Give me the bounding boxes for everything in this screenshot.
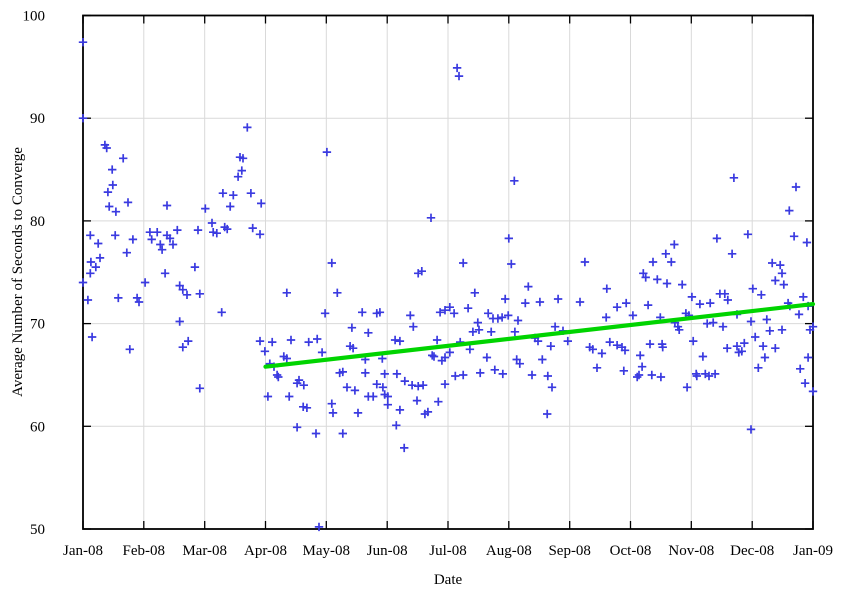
x-tick-label: Nov-08 xyxy=(668,543,714,559)
y-tick-label: 100 xyxy=(23,9,46,25)
y-tick-label: 80 xyxy=(30,214,45,230)
x-tick-label: May-08 xyxy=(303,543,351,559)
scatter-markers xyxy=(78,38,818,532)
x-tick-label: Jun-08 xyxy=(367,543,408,559)
y-tick-label: 50 xyxy=(30,522,45,538)
axis-ticks xyxy=(82,14,814,530)
axis-labels: Average Number of Seconds to Converge Da… xyxy=(10,9,833,589)
x-tick-label: Oct-08 xyxy=(610,543,652,559)
x-tick-label: Sep-08 xyxy=(548,543,591,559)
y-tick-label: 60 xyxy=(30,419,45,435)
x-tick-label: Aug-08 xyxy=(486,543,532,559)
trend-line xyxy=(263,302,816,369)
plot-frame xyxy=(82,14,814,530)
y-tick-label: 70 xyxy=(30,317,45,333)
gridlines xyxy=(83,15,813,529)
trend-fit-line xyxy=(263,302,816,369)
plot-border xyxy=(82,14,814,530)
y-axis-title: Average Number of Seconds to Converge xyxy=(10,147,26,397)
x-tick-label: Dec-08 xyxy=(730,543,774,559)
x-tick-label: Mar-08 xyxy=(182,543,227,559)
x-tick-label: Feb-08 xyxy=(123,543,166,559)
x-tick-label: Jan-08 xyxy=(63,543,103,559)
data-points xyxy=(78,38,818,532)
y-tick-label: 90 xyxy=(30,111,45,127)
x-tick-label: Jul-08 xyxy=(429,543,467,559)
x-tick-label: Apr-08 xyxy=(244,543,287,559)
x-tick-label: Jan-09 xyxy=(793,543,833,559)
x-axis-title: Date xyxy=(434,572,463,588)
